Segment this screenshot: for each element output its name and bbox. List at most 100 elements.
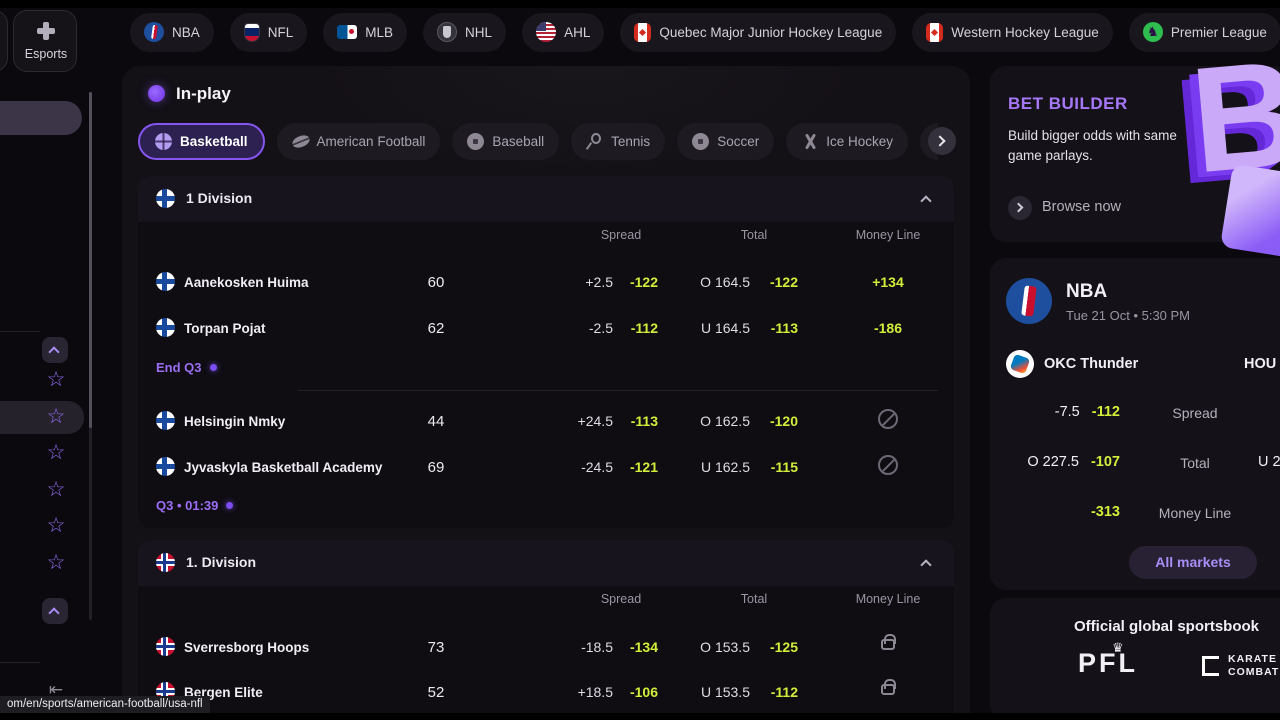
division-header[interactable]: 1 Division [138, 176, 954, 222]
moneyline-bet-button[interactable]: -313 [990, 504, 1120, 520]
league-pill-whl[interactable]: Western Hockey League [912, 12, 1113, 52]
tabs-scroll-right-button[interactable] [928, 127, 956, 155]
bet-builder-description: Build bigger odds with same game parlays… [1008, 128, 1177, 163]
spread-value[interactable]: +18.5 [577, 684, 613, 700]
market-label: Spread [1172, 405, 1218, 421]
team-row: Aanekosken Huima 60 +2.5 -122 O 164.5 -1… [138, 264, 954, 300]
partial-edge-button[interactable] [0, 10, 8, 72]
premier-league-icon: ♞ [1142, 22, 1163, 42]
division-header[interactable]: 1. Division [138, 540, 954, 586]
total-column-header: Total [740, 592, 768, 606]
total-odds[interactable]: -125 [769, 639, 798, 655]
finland-flag-icon [156, 411, 175, 430]
sport-tabs: Basketball American Football Baseball Te… [138, 123, 938, 163]
spread-odds[interactable]: -121 [629, 459, 658, 475]
esports-button[interactable]: Esports [13, 10, 77, 72]
total-value[interactable]: O 162.5 [700, 413, 750, 429]
spread-value[interactable]: +2.5 [585, 274, 613, 290]
bottom-letterbox-strip [0, 713, 1280, 720]
sidebar-selected-item[interactable] [0, 101, 82, 135]
moneyline-odds[interactable]: -186 [873, 320, 903, 336]
spread-odds[interactable]: -113 [630, 413, 658, 429]
inplay-panel: In-play Basketball American Football Bas… [122, 66, 970, 720]
spread-odds[interactable]: -122 [629, 274, 658, 290]
total-odds[interactable]: -112 [770, 684, 798, 700]
league-pill-nfl[interactable]: NFL [229, 12, 308, 52]
league-pill-ahl[interactable]: AHL [522, 12, 605, 52]
star-icon[interactable]: ☆ [46, 551, 66, 574]
market-row-moneyline: -313 Money Line [990, 504, 1280, 528]
total-value[interactable]: U 164.5 [700, 320, 750, 336]
bet-builder-title: BET BUILDER [1008, 94, 1128, 113]
spread-value[interactable]: -2.5 [588, 320, 613, 336]
ice-hockey-icon [801, 133, 818, 150]
spread-odds[interactable]: -106 [629, 684, 658, 700]
team-score: 69 [427, 459, 445, 476]
division-card-finland: 1 Division Spread Total Money Line Aanek… [138, 176, 954, 528]
market-label: Total [1180, 455, 1210, 471]
league-label: MLB [365, 24, 394, 40]
league-label: Premier League [1170, 24, 1267, 40]
tab-baseball[interactable]: Baseball [452, 123, 560, 160]
spread-value[interactable]: -24.5 [581, 459, 613, 475]
total-value[interactable]: U 153.5 [700, 684, 750, 700]
league-label: NFL [267, 24, 294, 40]
spread-odds[interactable]: -112 [630, 320, 658, 336]
chevron-up-icon[interactable] [920, 556, 938, 571]
browse-arrow-icon[interactable] [1008, 196, 1032, 220]
row-divider [298, 390, 938, 391]
all-markets-button[interactable]: All markets [1129, 546, 1257, 579]
tab-american-football[interactable]: American Football [276, 123, 441, 160]
baseball-icon [467, 133, 485, 150]
market-label: Money Line [1158, 505, 1232, 521]
total-value[interactable]: O 164.5 [700, 274, 750, 290]
total-value[interactable]: O 153.5 [700, 639, 750, 655]
tab-tennis[interactable]: Tennis [571, 123, 666, 160]
collapse-section-up-button[interactable] [42, 598, 68, 624]
total-odds[interactable]: -120 [769, 413, 798, 429]
league-pill-qmjhl[interactable]: Quebec Major Junior Hockey League [620, 12, 897, 52]
collapse-section-up-button[interactable] [42, 337, 68, 363]
team-name: Helsingin Nmky [184, 414, 286, 429]
total-odds[interactable]: -115 [770, 459, 798, 475]
moneyline-odds[interactable]: +134 [872, 274, 904, 290]
spread-odds[interactable]: -134 [629, 639, 658, 655]
tab-label: American Football [316, 134, 426, 149]
featured-game-card[interactable]: NBA Tue 21 Oct • 5:30 PM OKC Thunder HOU… [990, 258, 1280, 590]
league-pill-mlb[interactable]: MLB [323, 12, 408, 52]
star-icon[interactable]: ☆ [46, 405, 66, 428]
sponsor-title: Official global sportsbook [1074, 618, 1260, 635]
division-name: 1 Division [186, 190, 253, 206]
star-icon[interactable]: ☆ [46, 478, 66, 501]
spread-column-header: Spread [600, 228, 642, 242]
collapse-sidebar-icon[interactable]: ⇤ [48, 680, 64, 699]
odds-column-headers: Spread Total Money Line [138, 592, 954, 614]
total-under-bet-button[interactable]: U 227.5 [1258, 454, 1280, 470]
team-name: Sverresborg Hoops [184, 640, 310, 655]
chevron-up-icon[interactable] [920, 192, 938, 207]
league-pill-premier-league[interactable]: ♞ Premier League [1128, 12, 1280, 52]
total-over-bet-button[interactable]: O 227.5 -107 [990, 454, 1120, 470]
league-pill-nhl[interactable]: NHL [423, 12, 507, 52]
total-odds[interactable]: -113 [770, 320, 798, 336]
favorite-row-highlight[interactable] [0, 401, 84, 434]
browse-now-link[interactable]: Browse now [1042, 199, 1121, 215]
spread-value[interactable]: +24.5 [577, 413, 613, 429]
star-icon[interactable]: ☆ [46, 368, 66, 391]
tab-basketball[interactable]: Basketball [138, 123, 265, 160]
total-odds[interactable]: -122 [769, 274, 798, 290]
star-icon[interactable]: ☆ [46, 441, 66, 464]
karate-combat-line1: KARATE [1228, 653, 1277, 665]
sidebar-scrollbar-thumb[interactable] [89, 92, 92, 428]
total-value[interactable]: U 162.5 [700, 459, 750, 475]
okc-thunder-logo-icon [1006, 350, 1034, 378]
league-pill-nba[interactable]: NBA [130, 12, 214, 52]
blocked-bet-icon [878, 455, 898, 475]
tab-ice-hockey[interactable]: Ice Hockey [786, 123, 908, 160]
spread-value[interactable]: -18.5 [581, 639, 613, 655]
spread-bet-button[interactable]: -7.5 -112 [990, 404, 1120, 420]
pfl-logo: PFL [1078, 648, 1138, 678]
blocked-bet-icon [878, 409, 898, 429]
tab-soccer[interactable]: Soccer [677, 123, 775, 160]
star-icon[interactable]: ☆ [46, 514, 66, 537]
